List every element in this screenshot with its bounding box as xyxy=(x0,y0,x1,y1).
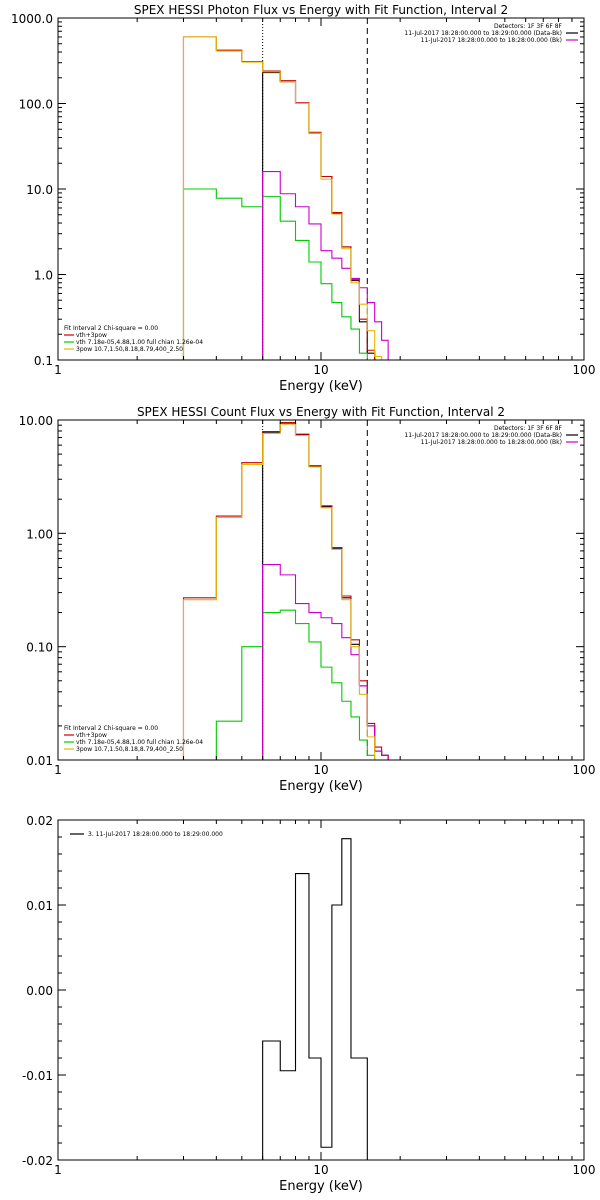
x-tick-label: 10 xyxy=(313,763,328,777)
x-tick-label: 100 xyxy=(573,363,596,377)
data-layer xyxy=(262,838,368,1160)
plot-frame xyxy=(57,17,585,361)
y-tick-label: 0.10 xyxy=(26,641,53,655)
series-1-histogram xyxy=(262,423,389,760)
legend-entry: 3pow 10.7,1.50,8.18,8.79,400_2.50 xyxy=(76,346,183,353)
chart-title: SPEX HESSI Count Flux vs Energy with Fit… xyxy=(137,405,505,419)
x-axis-label: Energy (keV) xyxy=(279,379,363,394)
legend-entry: Fit Interval 2 Chi-square = 0.00 xyxy=(64,325,158,332)
legend-entry: vth+3pow xyxy=(76,332,107,339)
info-line: 11-Jul-2017 18:28:00.000 to 18:28:00.000… xyxy=(421,37,562,44)
legend-entry: vth+3pow xyxy=(76,732,107,739)
info-line: Detectors: 1F 3F 6F 8F xyxy=(494,23,563,30)
legend-entry: 3pow 10.7,1.50,8.18,8.79,400_2.50 xyxy=(76,746,183,753)
y-tick-label: 1.0 xyxy=(34,269,53,283)
legend-entry: vth 7.18e-05,4.88,1.00 full chian 1.26e-… xyxy=(76,339,203,346)
series-5-histogram xyxy=(182,36,383,360)
series-4-histogram xyxy=(262,171,389,360)
x-tick-label: 100 xyxy=(573,763,596,777)
chart-1: SPEX HESSI Photon Flux vs Energy with Fi… xyxy=(11,3,595,394)
x-axis-label: Energy (keV) xyxy=(279,779,363,794)
chart-title: SPEX HESSI Photon Flux vs Energy with Fi… xyxy=(134,3,508,17)
legend-entry: vth 7.18e-05,4.88,1.00 full chian 1.26e-… xyxy=(76,739,203,746)
series-3-histogram xyxy=(182,188,368,360)
y-tick-label: -0.02 xyxy=(22,1154,53,1168)
info-line: 11-Jul-2017 18:28:00.000 to 18:29:00.000… xyxy=(404,30,562,37)
data-layer xyxy=(182,18,389,360)
y-tick-label: 10.00 xyxy=(19,414,53,428)
x-tick-label: 10 xyxy=(313,1163,328,1177)
x-tick-label: 10 xyxy=(313,363,328,377)
x-axis-label: Energy (keV) xyxy=(279,1179,363,1194)
y-tick-label: 1000.0 xyxy=(11,12,53,26)
x-tick-label: 1 xyxy=(54,1163,62,1177)
legend-entry: 3. 11-Jul-2017 18:28:00.000 to 18:29:00.… xyxy=(88,831,223,838)
x-tick-label: 1 xyxy=(54,363,62,377)
y-tick-label: 10.0 xyxy=(26,183,53,197)
y-tick-label: 100.0 xyxy=(19,98,53,112)
y-tick-label: 0.1 xyxy=(34,354,53,368)
y-tick-label: -0.01 xyxy=(22,1069,53,1083)
y-tick-label: 0.01 xyxy=(26,754,53,768)
x-tick-label: 100 xyxy=(573,1163,596,1177)
y-tick-label: 0.02 xyxy=(26,814,53,828)
series-3-histogram xyxy=(215,609,376,760)
y-tick-label: 0.01 xyxy=(26,899,53,913)
series-2-histogram xyxy=(182,36,376,360)
series-4-histogram xyxy=(262,564,389,760)
data-layer xyxy=(182,420,389,760)
info-line: 11-Jul-2017 18:28:00.000 to 18:28:00.000… xyxy=(421,439,562,446)
chart-2: SPEX HESSI Count Flux vs Energy with Fit… xyxy=(19,405,596,794)
series-1-histogram xyxy=(262,838,368,1160)
info-line: 11-Jul-2017 18:28:00.000 to 18:29:00.000… xyxy=(404,432,562,439)
x-tick-label: 1 xyxy=(54,763,62,777)
series-5-histogram xyxy=(182,423,383,760)
y-tick-label: 0.00 xyxy=(26,984,53,998)
y-tick-label: 1.00 xyxy=(26,527,53,541)
info-line: Detectors: 1F 3F 6F 8F xyxy=(494,425,563,432)
legend-entry: Fit Interval 2 Chi-square = 0.00 xyxy=(64,725,158,732)
chart-3: 1 10 100 Energy (keV) -0.02 -0.01 0.00 0.01 0.02… xyxy=(22,814,596,1194)
